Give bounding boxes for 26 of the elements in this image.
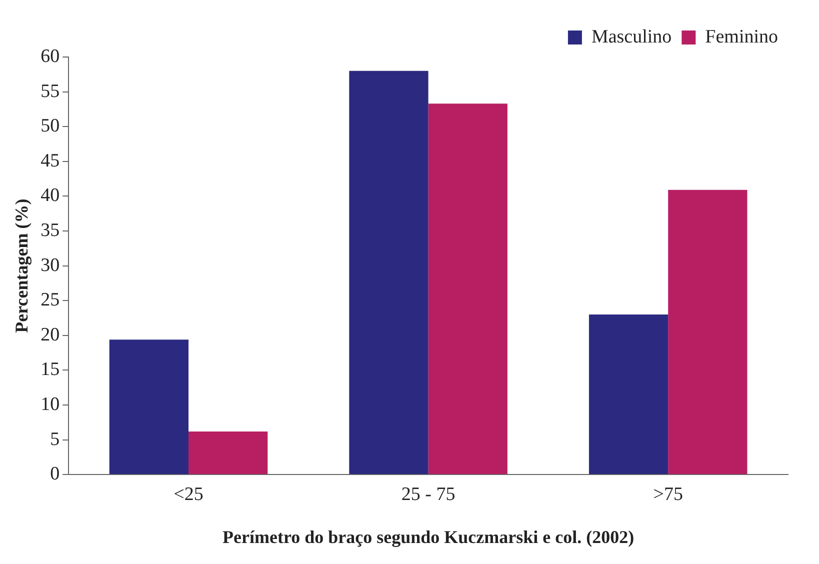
y-tick-label: 20 bbox=[40, 324, 60, 346]
bar bbox=[188, 431, 268, 474]
x-tick-label: 25 - 75 bbox=[401, 484, 456, 505]
y-tick-label: 50 bbox=[40, 116, 60, 137]
y-axis-title: Percentagem (%) bbox=[11, 198, 32, 333]
bar bbox=[349, 70, 428, 474]
y-tick-label: 45 bbox=[40, 150, 60, 172]
x-tick-label: <25 bbox=[174, 484, 204, 505]
bar bbox=[109, 340, 188, 474]
legend-label: Feminino bbox=[705, 26, 778, 48]
y-tick-label: 10 bbox=[40, 394, 60, 415]
y-tick-label: 55 bbox=[40, 80, 60, 102]
y-tick-label: 5 bbox=[50, 428, 60, 450]
y-tick-label: 30 bbox=[40, 254, 60, 276]
y-tick-label: 25 bbox=[40, 290, 60, 311]
y-tick-label: 35 bbox=[40, 220, 60, 241]
y-tick-label: 60 bbox=[40, 46, 60, 67]
y-tick-label: 15 bbox=[40, 359, 60, 380]
y-tick-label: 0 bbox=[50, 464, 60, 485]
x-axis-title: Perímetro do braço segundo Kuczmarski e col. (2002) bbox=[222, 526, 634, 547]
y-tick-label: 40 bbox=[40, 185, 60, 206]
x-tick-label: >75 bbox=[653, 484, 683, 505]
bar bbox=[668, 190, 748, 474]
bar bbox=[588, 314, 668, 474]
bar bbox=[428, 104, 508, 474]
legend-label: Masculino bbox=[591, 26, 672, 48]
